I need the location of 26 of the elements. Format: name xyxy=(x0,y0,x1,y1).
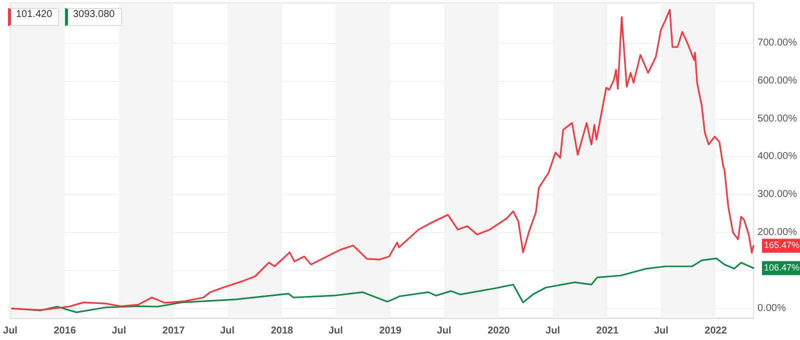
x-tick-label: Jul xyxy=(546,326,560,336)
x-tick-label: 2021 xyxy=(596,326,619,336)
x-tick-label: Jul xyxy=(220,326,235,336)
line-series xyxy=(10,9,754,311)
x-tick-label: Jul xyxy=(3,326,18,336)
y-tick-label: 200.00% xyxy=(758,227,798,238)
x-tick-label: 2017 xyxy=(162,326,186,336)
annotation: 101.420 xyxy=(8,8,60,26)
annotation: 165.47% xyxy=(764,240,800,250)
x-tick-label: 2019 xyxy=(379,326,402,336)
x-tick-label: 2018 xyxy=(270,326,294,336)
x-tick-label: 2020 xyxy=(488,326,510,336)
x-tick-label: Jul xyxy=(112,326,126,336)
y-tick-label: 400.00% xyxy=(758,151,798,162)
x-tick-label: Jul xyxy=(654,326,669,336)
x-tick-label: Jul xyxy=(328,326,344,336)
y-tick-label: 500.00% xyxy=(758,113,798,124)
y-tick-label: 0.00% xyxy=(758,303,786,314)
x-tick-label: Jul xyxy=(436,326,452,336)
x-tick-label: 2022 xyxy=(704,326,728,336)
annotation: 106.47% xyxy=(764,262,800,273)
y-tick-label: 700.00% xyxy=(758,37,798,48)
annotation: 3093.080 xyxy=(65,8,122,26)
x-tick-label: 2016 xyxy=(54,326,76,336)
y-tick-label: 600.00% xyxy=(758,75,798,86)
y-tick-label: 300.00% xyxy=(758,189,798,200)
